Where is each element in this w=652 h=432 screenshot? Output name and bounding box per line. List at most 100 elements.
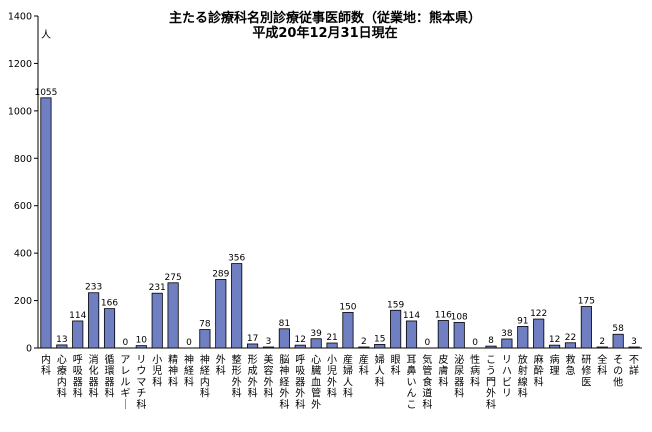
x-tick-label: 気管食道科: [422, 353, 432, 411]
bar: [231, 263, 243, 349]
bar: [437, 320, 449, 349]
y-tick-label: 1000: [8, 106, 32, 117]
bar: [56, 344, 68, 349]
x-tick-label: 耳鼻いんこ: [407, 354, 417, 411]
data-label: 13: [56, 335, 67, 345]
data-label: 10: [136, 336, 148, 346]
y-tick-label: 200: [14, 296, 32, 307]
data-label: 58: [612, 324, 624, 334]
chart-subtitle: 平成20年12月31日現在: [252, 25, 397, 41]
bar: [247, 343, 259, 349]
data-label: 114: [69, 311, 86, 321]
bar: [485, 345, 497, 349]
data-label: 3: [266, 337, 272, 347]
bar: [40, 97, 52, 349]
data-label: 150: [339, 302, 356, 312]
bar: [612, 333, 624, 349]
x-tick-label: 小児科: [152, 354, 162, 388]
data-label: 159: [387, 300, 404, 310]
bar: [517, 326, 529, 349]
bar: [215, 279, 227, 349]
x-tick-label: 放射線科: [518, 353, 528, 400]
x-tick-label: 精神科: [168, 353, 178, 388]
x-tick-label: 消化器科: [89, 353, 99, 400]
x-tick-label: 救急: [565, 353, 575, 377]
bar: [374, 344, 386, 349]
x-tick-label: 病理: [550, 353, 560, 377]
bar: [167, 282, 179, 349]
data-label: 81: [279, 319, 290, 329]
x-tick-label: 全科: [597, 353, 607, 377]
data-label: 91: [517, 316, 528, 326]
data-label: 233: [85, 283, 102, 293]
data-label: 275: [165, 273, 182, 283]
data-label: 21: [326, 333, 337, 343]
data-label: 0: [123, 338, 129, 348]
data-label: 15: [374, 334, 385, 344]
bar: [262, 346, 275, 349]
x-tick-label: 整形外科: [232, 353, 242, 400]
data-label: 166: [101, 299, 118, 309]
bar: [596, 346, 608, 349]
data-label: 356: [228, 254, 245, 264]
x-tick-label: 産婦人科: [343, 353, 353, 400]
data-label: 2: [361, 337, 367, 347]
bar: [294, 344, 306, 349]
data-label: 2: [599, 337, 605, 347]
x-tick-label: 形成外科: [248, 354, 258, 400]
bar: [358, 346, 370, 349]
data-label: 12: [295, 335, 306, 345]
data-label: 114: [403, 311, 420, 321]
y-tick-label: 800: [14, 154, 32, 165]
x-tick-label: 美容外科: [263, 353, 273, 400]
x-tick-label: 呼吸器科: [73, 354, 83, 400]
data-label: 78: [199, 320, 211, 330]
data-label: 0: [472, 338, 478, 348]
x-tick-label: 呼吸器外科: [295, 354, 305, 411]
bar: [564, 342, 577, 349]
x-tick-label: アレルギ｜: [120, 355, 130, 411]
data-label: 8: [488, 336, 494, 346]
x-tick-label: リウマチ科: [136, 355, 146, 411]
bar: [533, 318, 545, 349]
x-tick-label: 産科: [359, 353, 369, 377]
bar: [103, 308, 116, 349]
x-tick-label: 婦人科: [375, 354, 385, 388]
x-tick-label: 泌尿器科: [454, 353, 464, 400]
bar: [453, 321, 465, 349]
bar: [310, 338, 322, 349]
x-tick-label: 小児外科: [327, 354, 337, 400]
data-label: 3: [631, 337, 637, 347]
x-tick-label: 不詳: [629, 355, 639, 377]
bars: [40, 97, 640, 349]
bar: [199, 329, 211, 349]
bar: [72, 320, 84, 349]
bar: [151, 292, 163, 349]
data-label: 0: [425, 338, 431, 348]
x-tick-label: 心臓血管外: [311, 354, 321, 411]
x-tick-label: その他: [613, 354, 623, 388]
x-tick-label: リハビリ: [502, 355, 512, 400]
data-label: 22: [565, 333, 576, 343]
data-label: 17: [247, 334, 258, 344]
bar: [135, 345, 147, 349]
data-label: 289: [212, 269, 229, 279]
bar: [405, 320, 418, 349]
x-tick-label: 循環器科: [105, 353, 115, 400]
x-tick-label: 眼科: [391, 354, 401, 377]
data-label: 39: [310, 329, 322, 339]
y-tick-label: 0: [26, 344, 32, 355]
bar: [549, 344, 561, 349]
x-tick-label: 内科: [41, 353, 51, 377]
bar: [390, 309, 402, 349]
bar: [628, 346, 640, 349]
bar: [501, 338, 513, 349]
data-label: 108: [451, 312, 468, 322]
data-label: 175: [578, 297, 595, 307]
data-label: 122: [530, 309, 547, 319]
x-tick-label: 脳神経外科: [279, 354, 289, 411]
x-tick-label: 心療内科: [57, 354, 67, 400]
